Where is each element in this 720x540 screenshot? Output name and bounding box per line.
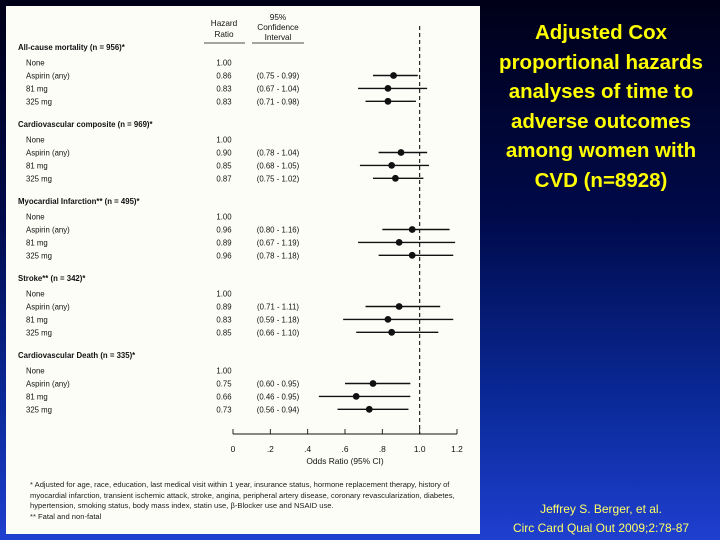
- header-ci-line1: 95%: [270, 13, 286, 22]
- hazard-ratio-point: [384, 316, 392, 323]
- row-label: 325 mg: [26, 97, 52, 106]
- x-tick-label: .8: [379, 444, 386, 454]
- hazard-ratio-value: 1.00: [216, 290, 232, 299]
- citation-journal: Circ Card Qual Out 2009;2:78-87: [512, 521, 690, 535]
- hazard-ratio-value: 0.83: [216, 315, 231, 324]
- confidence-interval-text: (0.71 - 0.98): [257, 97, 300, 106]
- hazard-ratio-value: 0.87: [216, 174, 231, 183]
- confidence-interval-text: (0.78 - 1.04): [257, 149, 300, 158]
- slide-title: Adjusted Cox proportional hazards analys…: [499, 21, 703, 192]
- hazard-ratio-value: 0.90: [216, 149, 232, 158]
- row-label: 81 mg: [26, 161, 48, 170]
- hazard-ratio-value: 1.00: [216, 136, 232, 145]
- row-label: 81 mg: [26, 84, 48, 93]
- x-tick-label: .2: [267, 444, 274, 454]
- hazard-ratio-value: 0.89: [216, 238, 231, 247]
- confidence-interval-text: (0.75 - 0.99): [257, 72, 300, 81]
- hazard-ratio-point: [397, 149, 405, 156]
- hazard-ratio-point: [388, 328, 396, 336]
- footnote-adjusted: * Adjusted for age, race, education, las…: [30, 480, 455, 511]
- row-label: None: [26, 290, 45, 299]
- hazard-ratio-value: 0.96: [216, 226, 231, 235]
- row-label: Aspirin (any): [26, 149, 70, 158]
- group-title: All-cause mortality (n = 956)*: [18, 43, 126, 52]
- hazard-ratio-value: 0.83: [216, 84, 231, 93]
- x-axis-label: Odds Ratio (95% CI): [306, 456, 383, 466]
- hazard-ratio-value: 0.75: [216, 380, 232, 389]
- hazard-ratio-value: 0.86: [216, 72, 231, 81]
- confidence-interval-text: (0.75 - 1.02): [257, 174, 300, 183]
- hazard-ratio-point: [395, 303, 403, 310]
- hazard-ratio-value: 0.96: [216, 251, 231, 260]
- hazard-ratio-value: 0.66: [216, 392, 231, 401]
- confidence-interval-text: (0.78 - 1.18): [257, 251, 300, 260]
- hazard-ratio-value: 0.89: [216, 303, 231, 312]
- citation-author: Jeffrey S. Berger, et al.: [540, 502, 662, 516]
- row-label: None: [26, 367, 45, 376]
- group-title: Stroke** (n = 342)*: [18, 274, 86, 283]
- header-hr-line2: Ratio: [214, 30, 234, 39]
- header-hr-line1: Hazard: [211, 19, 238, 28]
- row-label: None: [26, 213, 45, 222]
- hazard-ratio-value: 0.73: [216, 405, 231, 414]
- hazard-ratio-point: [384, 97, 392, 105]
- x-tick-label: .4: [304, 444, 311, 454]
- confidence-interval-text: (0.60 - 0.95): [257, 380, 300, 389]
- hazard-ratio-point: [369, 380, 377, 387]
- row-label: 325 mg: [26, 328, 52, 337]
- row-label: 81 mg: [26, 238, 48, 247]
- hazard-ratio-value: 1.00: [216, 59, 232, 68]
- x-tick-label: 1.2: [451, 444, 463, 454]
- row-label: Aspirin (any): [26, 303, 70, 312]
- hazard-ratio-point: [388, 162, 396, 169]
- row-label: 325 mg: [26, 174, 52, 183]
- row-label: 81 mg: [26, 392, 48, 401]
- confidence-interval-text: (0.67 - 1.04): [257, 84, 300, 93]
- confidence-interval-text: (0.71 - 1.11): [257, 303, 299, 312]
- hazard-ratio-point: [390, 72, 397, 79]
- hazard-ratio-point: [352, 393, 360, 400]
- header-ci-line3: Interval: [265, 33, 292, 42]
- row-label: 81 mg: [26, 315, 48, 324]
- confidence-interval-text: (0.66 - 1.10): [257, 328, 300, 337]
- group-title: Myocardial Infarction** (n = 495)*: [18, 197, 141, 206]
- footnote-fatal: ** Fatal and non-fatal: [30, 511, 102, 521]
- group-title: Cardiovascular composite (n = 969)*: [18, 120, 154, 129]
- hazard-ratio-point: [408, 251, 416, 259]
- confidence-interval-text: (0.67 - 1.19): [257, 238, 300, 247]
- row-label: 325 mg: [26, 251, 52, 260]
- hazard-ratio-value: 0.85: [216, 161, 232, 170]
- hazard-ratio-point: [395, 239, 403, 246]
- confidence-interval-text: (0.59 - 1.18): [257, 315, 300, 324]
- confidence-interval-text: (0.46 - 0.95): [257, 392, 300, 401]
- confidence-interval-text: (0.68 - 1.05): [257, 161, 300, 170]
- confidence-interval-text: (0.80 - 1.16): [257, 226, 300, 235]
- x-tick-label: .6: [342, 444, 349, 454]
- x-tick-label: 1.0: [414, 444, 426, 454]
- row-label: Aspirin (any): [26, 226, 70, 235]
- hazard-ratio-value: 0.83: [216, 97, 231, 106]
- row-label: 325 mg: [26, 405, 52, 414]
- hazard-ratio-value: 1.00: [216, 367, 232, 376]
- hazard-ratio-point: [384, 85, 392, 92]
- x-tick-label: 0: [231, 444, 236, 454]
- row-label: None: [26, 136, 45, 145]
- hazard-ratio-value: 1.00: [216, 213, 232, 222]
- row-label: Aspirin (any): [26, 380, 70, 389]
- hazard-ratio-point: [392, 174, 399, 182]
- row-label: None: [26, 59, 45, 68]
- footnotes: * Adjusted for age, race, education, las…: [30, 480, 478, 522]
- hazard-ratio-point: [408, 226, 416, 233]
- hazard-ratio-value: 0.85: [216, 328, 232, 337]
- group-title: Cardiovascular Death (n = 335)*: [18, 351, 136, 360]
- confidence-interval-text: (0.56 - 0.94): [257, 405, 300, 414]
- header-ci-line2: Confidence: [257, 23, 299, 32]
- hazard-ratio-point: [365, 405, 373, 413]
- forest-plot-panel: Hazard Ratio 95% Confidence Interval All-caus…: [6, 6, 480, 534]
- row-label: Aspirin (any): [26, 72, 70, 81]
- citation: Jeffrey S. Berger, et al. Circ Card Qual…: [486, 500, 716, 538]
